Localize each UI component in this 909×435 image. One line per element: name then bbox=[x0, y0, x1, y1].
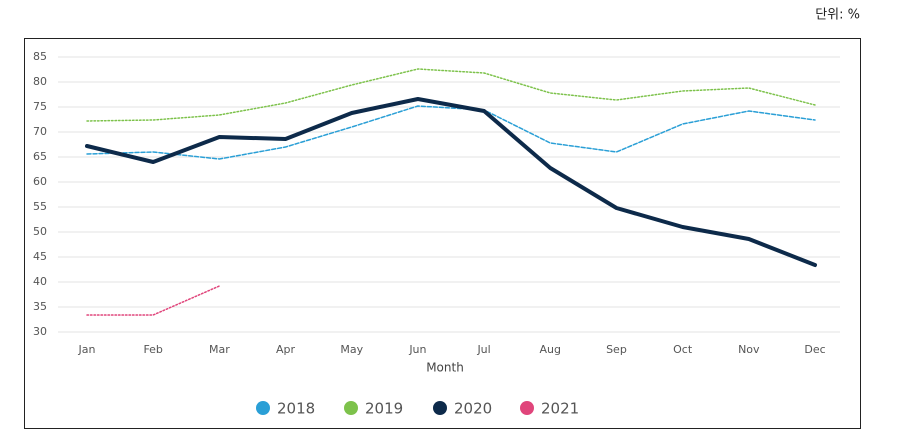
legend-marker bbox=[344, 401, 358, 415]
legend-label: 2018 bbox=[277, 400, 315, 418]
y-tick-label: 70 bbox=[33, 125, 47, 138]
legend-label: 2019 bbox=[365, 400, 403, 418]
chart-frame bbox=[24, 38, 861, 429]
legend-marker bbox=[433, 401, 447, 415]
x-tick-label: Sep bbox=[606, 343, 627, 356]
x-tick-label: Mar bbox=[209, 343, 230, 356]
y-tick-label: 30 bbox=[33, 325, 47, 338]
x-tick-label: Aug bbox=[540, 343, 561, 356]
y-tick-label: 65 bbox=[33, 150, 47, 163]
x-tick-label: Nov bbox=[738, 343, 760, 356]
y-tick-label: 55 bbox=[33, 200, 47, 213]
y-tick-label: 80 bbox=[33, 75, 47, 88]
x-tick-label: Feb bbox=[143, 343, 162, 356]
x-tick-label: Jul bbox=[476, 343, 490, 356]
line-series bbox=[86, 285, 221, 316]
y-tick-label: 45 bbox=[33, 250, 47, 263]
line-series bbox=[85, 97, 817, 267]
x-tick-label: Jan bbox=[78, 343, 96, 356]
line-series bbox=[86, 68, 816, 122]
y-tick-label: 35 bbox=[33, 300, 47, 313]
y-tick-label: 40 bbox=[33, 275, 47, 288]
x-axis-title: Month bbox=[426, 361, 464, 375]
y-tick-label: 75 bbox=[33, 100, 47, 113]
x-tick-label: Dec bbox=[804, 343, 825, 356]
x-tick-label: May bbox=[340, 343, 363, 356]
y-tick-label: 50 bbox=[33, 225, 47, 238]
legend-label: 2021 bbox=[541, 400, 579, 418]
x-tick-label: Jun bbox=[408, 343, 426, 356]
y-tick-label: 60 bbox=[33, 175, 47, 188]
legend-marker bbox=[256, 401, 270, 415]
legend-label: 2020 bbox=[454, 400, 492, 418]
line-series bbox=[86, 105, 816, 160]
legend-marker bbox=[520, 401, 534, 415]
unit-label: 단위: % bbox=[815, 8, 860, 23]
x-tick-label: Oct bbox=[673, 343, 693, 356]
y-tick-label: 85 bbox=[33, 50, 47, 63]
x-tick-label: Apr bbox=[276, 343, 296, 356]
